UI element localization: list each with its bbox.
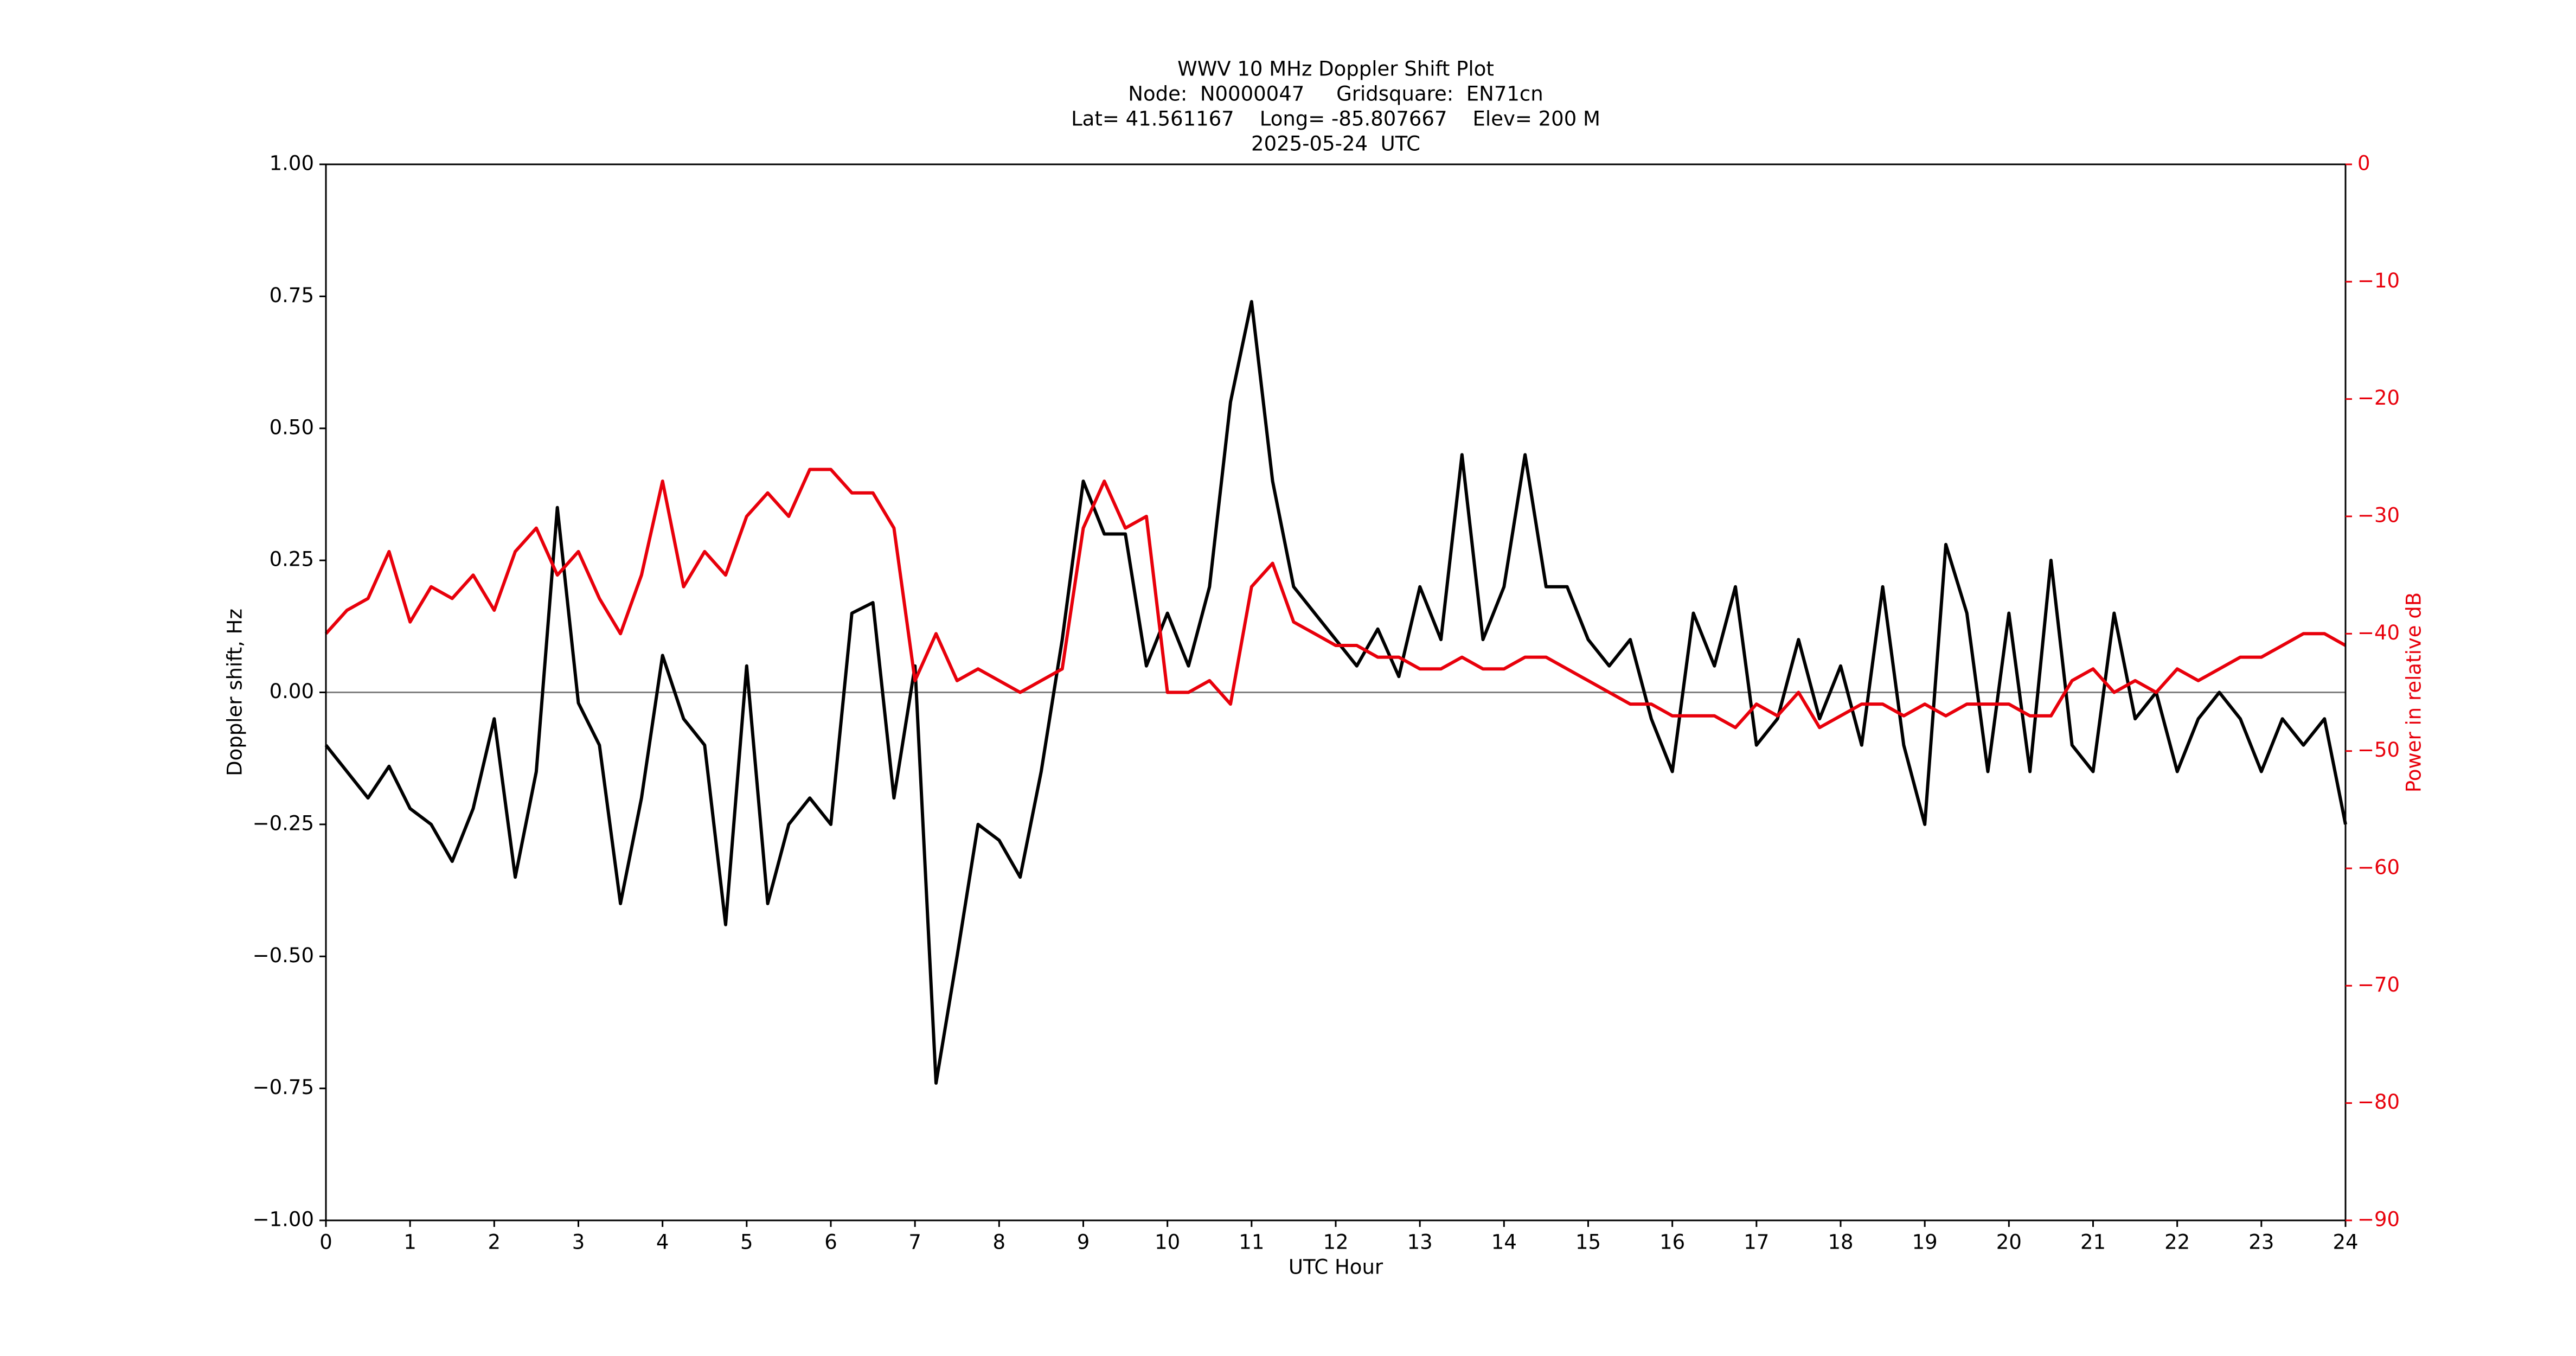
y2-tick-label: −40 <box>2357 621 2400 644</box>
y2-axis-label: Power in relative dB <box>2402 592 2426 792</box>
x-tick-label: 6 <box>824 1231 837 1254</box>
chart-title: Lat= 41.561167 Long= -85.807667 Elev= 20… <box>1071 107 1600 131</box>
x-axis-label: UTC Hour <box>1289 1256 1383 1279</box>
y2-tick-label: −60 <box>2357 856 2400 879</box>
x-tick-label: 22 <box>2164 1231 2190 1254</box>
x-tick-label: 24 <box>2333 1231 2358 1254</box>
x-tick-label: 19 <box>1912 1231 1938 1254</box>
y2-tick-label: −70 <box>2357 973 2400 996</box>
y2-tick-label: −90 <box>2357 1208 2400 1231</box>
x-tick-label: 13 <box>1407 1231 1433 1254</box>
chart-title: WWV 10 MHz Doppler Shift Plot <box>1177 57 1494 81</box>
y2-tick-label: −20 <box>2357 386 2400 410</box>
x-tick-label: 5 <box>740 1231 753 1254</box>
x-tick-label: 15 <box>1575 1231 1601 1254</box>
x-tick-label: 3 <box>572 1231 585 1254</box>
data-line <box>324 300 2347 1085</box>
y2-tick-label: 0 <box>2357 152 2370 175</box>
x-tick-label: 20 <box>1996 1231 2022 1254</box>
x-tick-label: 2 <box>488 1231 501 1254</box>
y-tick-label: −0.50 <box>253 944 314 967</box>
x-tick-label: 18 <box>1828 1231 1853 1254</box>
x-tick-label: 0 <box>319 1231 332 1254</box>
x-tick-label: 11 <box>1239 1231 1264 1254</box>
y2-tick-label: −10 <box>2357 269 2400 292</box>
y2-tick-label: −80 <box>2357 1090 2400 1114</box>
y-tick-label: 0.50 <box>270 415 314 439</box>
y-tick-label: 0.25 <box>270 548 314 571</box>
x-tick-label: 21 <box>2080 1231 2106 1254</box>
y-tick-label: −0.25 <box>253 811 314 835</box>
y-tick-label: 0.00 <box>270 680 314 703</box>
x-tick-label: 17 <box>1744 1231 1769 1254</box>
chart-title: 2025-05-24 UTC <box>1251 132 1420 156</box>
x-tick-label: 10 <box>1155 1231 1180 1254</box>
x-tick-label: 1 <box>403 1231 416 1254</box>
x-tick-label: 12 <box>1323 1231 1348 1254</box>
y-tick-label: 0.75 <box>270 284 314 307</box>
x-tick-label: 23 <box>2248 1231 2274 1254</box>
y-tick-label: 1.00 <box>270 152 314 175</box>
y-tick-label: −1.00 <box>253 1208 314 1231</box>
x-tick-label: 4 <box>656 1231 669 1254</box>
x-tick-label: 7 <box>908 1231 921 1254</box>
x-tick-label: 9 <box>1077 1231 1090 1254</box>
x-tick-label: 8 <box>993 1231 1006 1254</box>
data-line <box>324 468 2347 730</box>
x-tick-label: 14 <box>1491 1231 1517 1254</box>
y2-tick-label: −50 <box>2357 738 2400 762</box>
y-tick-label: −0.75 <box>253 1076 314 1099</box>
chart-title: Node: N0000047 Gridsquare: EN71cn <box>1128 82 1543 106</box>
x-tick-label: 16 <box>1659 1231 1685 1254</box>
y2-tick-label: −30 <box>2357 504 2400 527</box>
y-axis-label: Doppler shift, Hz <box>223 609 247 776</box>
